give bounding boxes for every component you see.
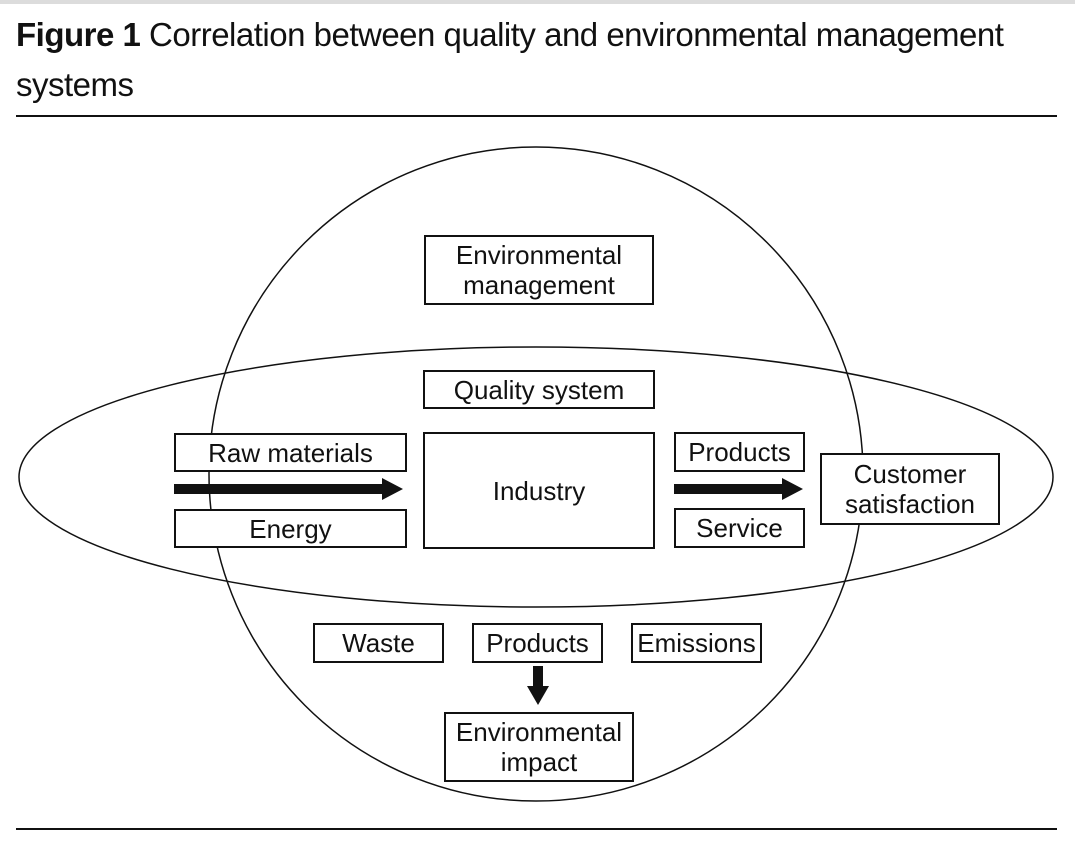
impact-arrow xyxy=(527,666,549,705)
industry-box: Industry xyxy=(423,432,655,549)
emissions-box: Emissions xyxy=(631,623,762,663)
output-arrow xyxy=(674,478,803,500)
bottom-rule xyxy=(16,828,1057,830)
environmental-impact-box: Environmental impact xyxy=(444,712,634,782)
waste-box: Waste xyxy=(313,623,444,663)
service-box: Service xyxy=(674,508,805,548)
energy-box: Energy xyxy=(174,509,407,548)
quality-system-box: Quality system xyxy=(423,370,655,409)
figure-title: Correlation between quality and environm… xyxy=(16,16,1004,103)
environmental-management-box: Environmental management xyxy=(424,235,654,305)
raw-materials-box: Raw materials xyxy=(174,433,407,472)
products-impact-box: Products xyxy=(472,623,603,663)
products-output-box: Products xyxy=(674,432,805,472)
top-bar xyxy=(0,0,1075,4)
quality-system-ellipse xyxy=(18,346,1054,608)
input-arrow xyxy=(174,478,403,500)
figure-label: Figure 1 xyxy=(16,16,141,53)
figure-caption: Figure 1 Correlation between quality and… xyxy=(16,10,1056,110)
top-rule xyxy=(16,115,1057,117)
customer-satisfaction-box: Customer satisfaction xyxy=(820,453,1000,525)
